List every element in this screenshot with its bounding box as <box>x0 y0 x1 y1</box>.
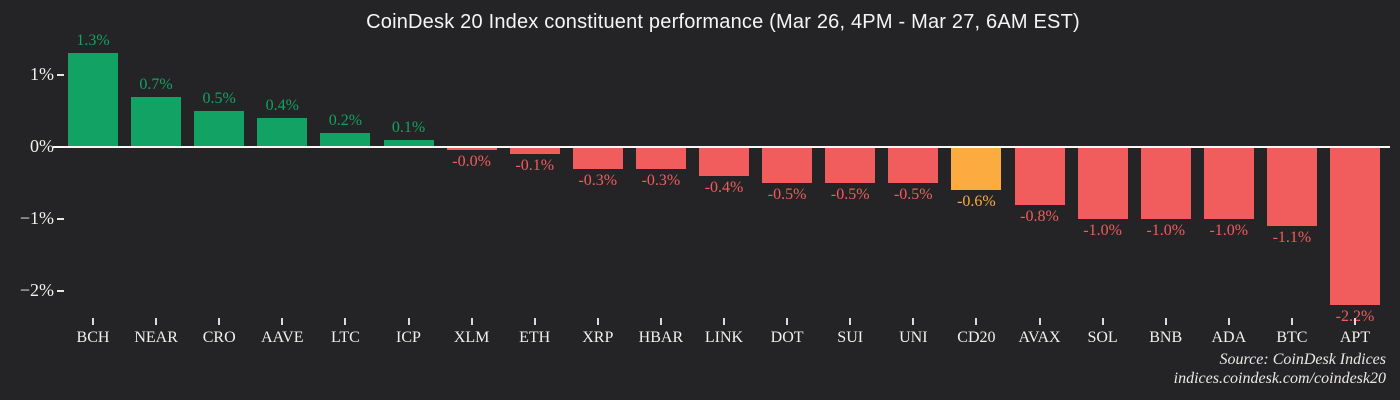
bar-value-label: -0.4% <box>704 178 744 196</box>
x-tick-label-sui: SUI <box>837 329 864 346</box>
x-tick-label-dot: DOT <box>770 329 804 346</box>
x-axis-tick-mark <box>92 318 94 325</box>
bar-value-label: -0.8% <box>1020 207 1059 225</box>
bar-sui <box>825 147 876 183</box>
bar-near <box>131 96 182 147</box>
x-axis-tick-mark <box>470 318 473 325</box>
x-axis-tick-mark <box>1290 318 1293 325</box>
bar-value-label: -0.0% <box>452 153 491 170</box>
x-axis-tick-mark <box>596 318 599 325</box>
bar-apt <box>1330 147 1380 306</box>
x-tick-label-icp: ICP <box>396 329 421 346</box>
y-axis-tick-label: −2% <box>19 280 54 300</box>
y-axis-tick-label: −1% <box>19 208 54 228</box>
x-tick-label-xrp: XRP <box>582 329 614 346</box>
x-tick-label-bnb: BNB <box>1149 329 1183 346</box>
x-axis-tick-mark <box>786 318 789 325</box>
bar-value-label: -1.0% <box>1146 222 1186 239</box>
x-tick-label-cd20: CD20 <box>957 329 996 346</box>
x-tick-label-uni: UNI <box>899 329 928 346</box>
source-url: indices.coindesk.com/coindesk20 <box>1173 370 1386 387</box>
bar-eth <box>509 147 560 155</box>
bar-sol <box>1077 147 1128 219</box>
bar-value-label: 0.2% <box>328 111 363 129</box>
bar-value-label: -1.0% <box>1209 222 1249 239</box>
x-tick-label-btc: BTC <box>1276 329 1308 346</box>
bar-ada <box>1203 147 1254 219</box>
x-tick-label-hbar: HBAR <box>638 329 684 346</box>
x-axis-tick-mark <box>912 318 915 325</box>
x-tick-label-bch: BCH <box>76 329 110 346</box>
bar-value-label: 0.5% <box>202 90 236 107</box>
x-axis-tick-mark <box>849 318 852 325</box>
bar-icp <box>383 139 434 147</box>
x-tick-label-near: NEAR <box>134 329 178 346</box>
y-axis-tick-label: 0% <box>30 136 54 156</box>
x-tick-label-link: LINK <box>704 329 744 346</box>
x-axis-tick-mark <box>344 318 347 325</box>
y-axis-tick-mark <box>57 218 64 220</box>
x-axis-tick-mark <box>975 318 978 325</box>
bar-btc <box>1266 147 1317 227</box>
y-axis-tick-mark <box>57 290 64 292</box>
x-axis-tick-mark <box>1101 318 1104 325</box>
bar-value-label: -0.3% <box>641 171 681 189</box>
x-tick-label-cro: CRO <box>202 329 236 346</box>
chart-title: CoinDesk 20 Index constituent performanc… <box>366 11 1080 33</box>
bar-value-label: 0.7% <box>139 75 173 93</box>
x-axis-tick-mark <box>533 318 536 325</box>
bar-avax <box>1014 147 1065 205</box>
y-axis-tick-mark <box>57 74 64 76</box>
x-axis-tick-mark <box>218 318 221 325</box>
x-tick-label-apt: APT <box>1339 329 1371 346</box>
bar-value-label: 0.4% <box>265 97 299 115</box>
zero-baseline <box>53 146 1390 148</box>
x-axis-tick-mark <box>155 318 158 325</box>
x-axis-tick-mark <box>723 318 725 325</box>
x-tick-label-sol: SOL <box>1087 329 1118 346</box>
source-line: Source: CoinDesk Indices <box>1219 351 1386 368</box>
x-axis-tick-mark <box>1038 318 1041 325</box>
x-tick-label-aave: AAVE <box>261 329 304 346</box>
bar-xrp <box>572 147 623 169</box>
bar-dot <box>762 147 813 183</box>
bar-value-label: -0.6% <box>957 193 996 211</box>
bar-uni <box>888 147 939 183</box>
x-tick-label-eth: ETH <box>519 329 551 346</box>
bar-aave <box>257 118 308 147</box>
bar-ltc <box>320 132 371 147</box>
source-note: Source: CoinDesk Indices indices.coindes… <box>1174 350 1386 388</box>
bar-value-label: 0.1% <box>391 118 426 136</box>
bar-cro <box>194 111 245 147</box>
bar-value-label: -0.5% <box>830 186 870 203</box>
x-axis-tick-mark <box>407 318 410 325</box>
bar-link <box>699 147 749 176</box>
bar-value-label: -1.1% <box>1272 229 1312 247</box>
bar-value-label: -2.2% <box>1335 308 1375 326</box>
bar-value-label: -0.5% <box>767 186 807 203</box>
x-tick-label-ada: ADA <box>1211 329 1247 346</box>
y-axis-tick-label: 1% <box>30 64 54 84</box>
bar-value-label: -0.1% <box>515 157 555 175</box>
bar-value-label: -0.5% <box>893 186 933 203</box>
x-axis-tick-mark <box>1354 318 1356 325</box>
x-tick-label-avax: AVAX <box>1018 329 1061 346</box>
x-axis-tick-mark <box>281 318 284 325</box>
x-axis-tick-mark <box>659 318 662 325</box>
x-axis-tick-mark <box>1227 318 1230 325</box>
bar-bnb <box>1140 147 1191 219</box>
bar-hbar <box>635 147 686 169</box>
bar-cd20 <box>951 147 1002 191</box>
bar-value-label: -1.0% <box>1083 222 1122 239</box>
bar-value-label: 1.3% <box>76 32 110 50</box>
x-axis-tick-mark <box>1164 318 1167 325</box>
x-tick-label-ltc: LTC <box>331 329 360 346</box>
bar-xlm <box>446 147 497 150</box>
bar-bch <box>68 53 118 147</box>
x-tick-label-xlm: XLM <box>453 329 490 346</box>
bar-value-label: -0.3% <box>578 171 618 189</box>
